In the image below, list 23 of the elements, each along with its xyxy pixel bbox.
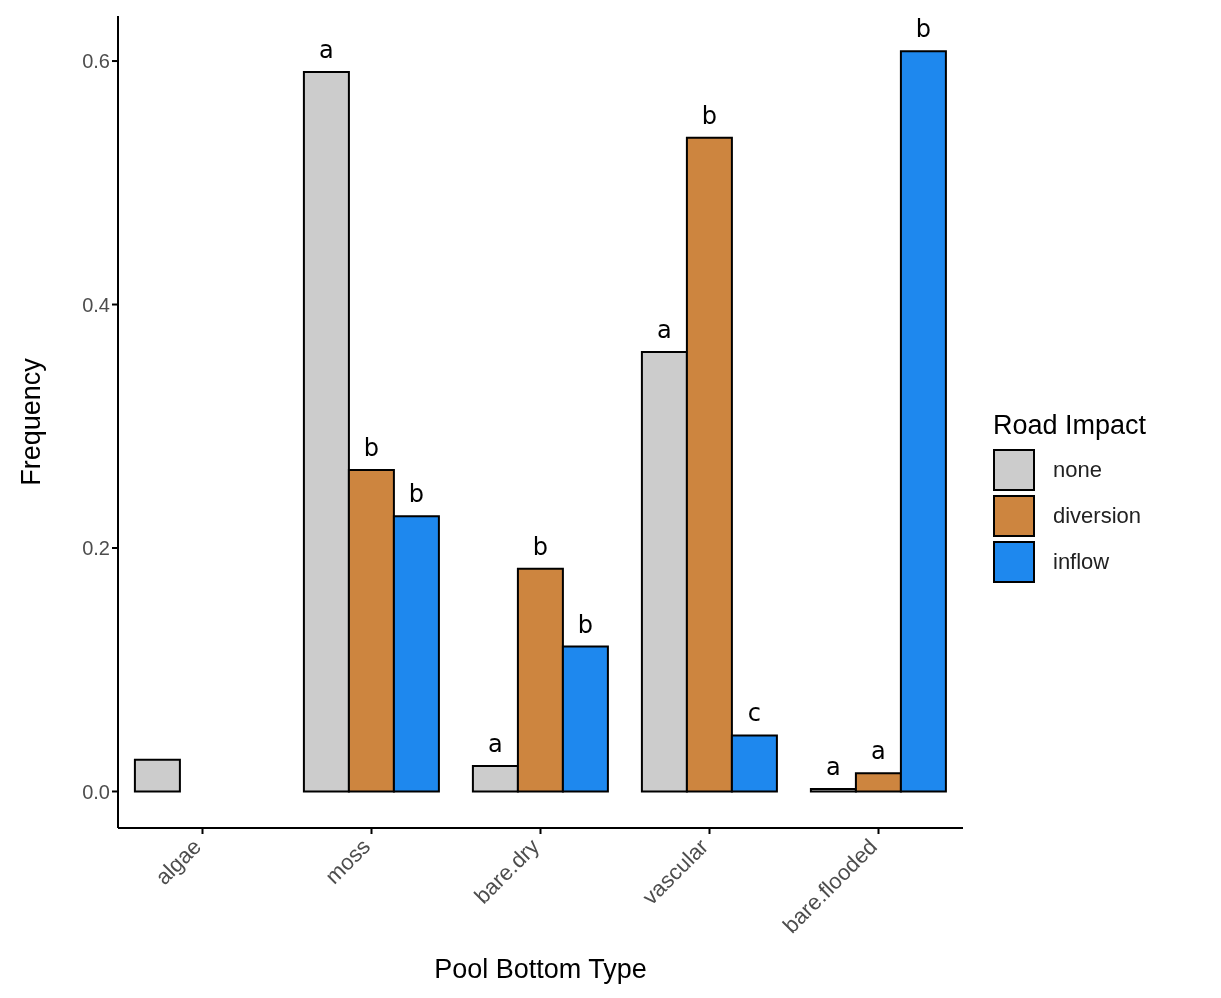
data-label: b [915,15,932,44]
y-tick-label: 0.2 [82,537,110,560]
data-label: a [871,737,886,766]
data-label: a [826,753,841,782]
legend-title: Road Impact [993,409,1148,441]
data-label: b [408,480,425,509]
y-tick-label: 0.6 [82,50,110,73]
data-label: a [319,36,334,64]
data-label: b [701,101,718,130]
data-label: b [532,532,549,561]
y-tick-label: 0.4 [82,293,110,316]
data-label: a [488,729,503,758]
data-label: c [747,699,761,728]
y-tick-label: 0.0 [82,780,110,803]
data-label: a [657,316,672,344]
x-axis-title: Pool Bottom Type [434,954,647,984]
data-label: b [363,434,380,463]
bar [133,758,181,793]
y-axis-title: Frequency [15,357,46,486]
legend-label: inflow [1053,548,1110,575]
legend-label: none [1053,456,1102,483]
data-label: b [577,610,594,639]
legend-label: diversion [1053,502,1142,529]
